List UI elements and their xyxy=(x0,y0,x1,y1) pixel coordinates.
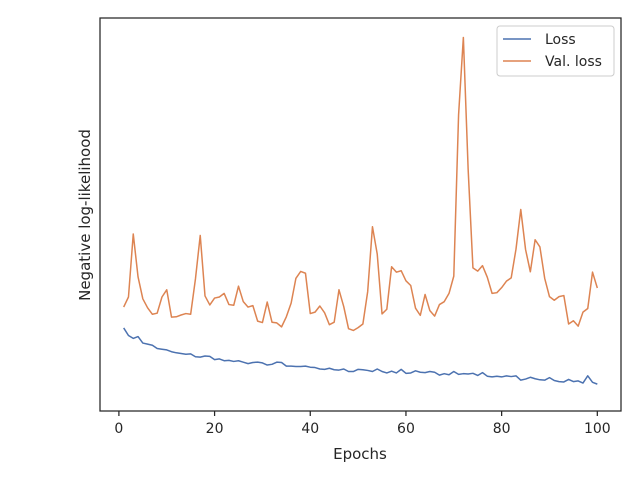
legend-label: Val. loss xyxy=(545,54,602,70)
x-tick-label: 60 xyxy=(397,421,415,437)
x-tick-label: 20 xyxy=(206,421,224,437)
x-tick-label: 100 xyxy=(584,421,611,437)
x-tick-label: 40 xyxy=(301,421,319,437)
x-tick-label: 80 xyxy=(493,421,511,437)
x-axis-ticks: 0 20 40 60 80 100 xyxy=(114,411,611,437)
x-axis-label: Epochs xyxy=(333,445,387,463)
axes-frame xyxy=(99,17,622,412)
legend: Loss Val. loss xyxy=(496,25,615,77)
y-axis-label: Negative log-likelihood xyxy=(76,129,94,301)
plot-area xyxy=(123,36,599,385)
legend-label: Loss xyxy=(545,32,576,48)
x-tick-label: 0 xyxy=(114,421,123,437)
series-line-val-loss xyxy=(123,36,599,332)
series-line-loss xyxy=(123,327,598,385)
